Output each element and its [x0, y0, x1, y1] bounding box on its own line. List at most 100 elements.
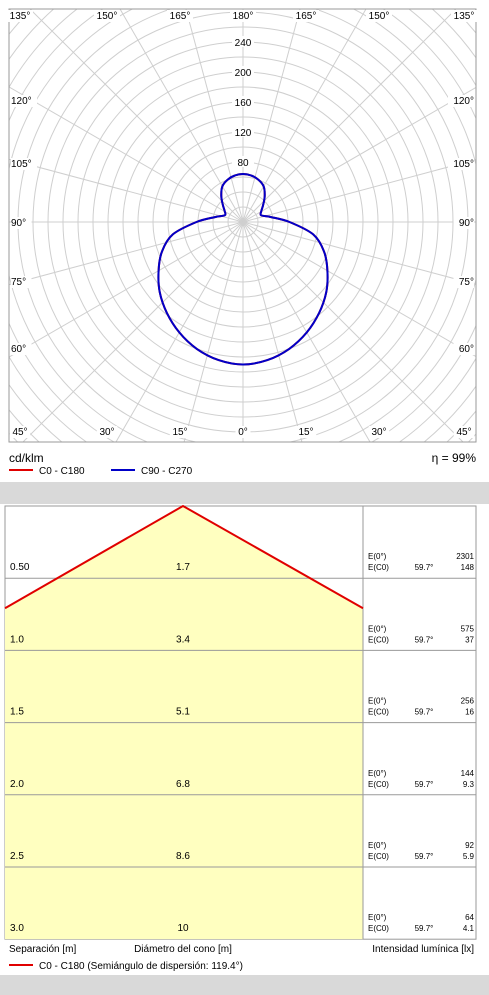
- angle-label-top: 150°: [369, 11, 390, 22]
- diameter-value: 8.6: [176, 851, 190, 862]
- ec0-angle: 59.7°: [415, 563, 434, 572]
- cone-outline: [4, 504, 364, 610]
- grid-spoke: [185, 9, 244, 223]
- efficiency-label: η = 99%: [432, 451, 477, 465]
- angle-label-top: 165°: [296, 11, 317, 22]
- angle-label-bg: [230, 10, 256, 22]
- e0-label: E(0°): [368, 841, 387, 850]
- ec0-value: 9.3: [463, 780, 475, 789]
- ec0-label: E(C0): [368, 708, 389, 717]
- ec0-angle: 59.7°: [415, 924, 434, 933]
- separation-value: 3.0: [10, 923, 24, 934]
- separation-value: 1.5: [10, 707, 24, 718]
- radial-tick-label: 160: [235, 98, 252, 109]
- ec0-value: 5.9: [463, 852, 475, 861]
- angle-label-top: 135°: [10, 11, 31, 22]
- angle-label-bottom: 15°: [172, 427, 187, 438]
- radial-tick-label-bg: [232, 66, 254, 77]
- angle-label-right: 75°: [459, 277, 474, 288]
- angle-label-bg: [368, 426, 390, 438]
- ec0-angle: 59.7°: [415, 708, 434, 717]
- grid-spoke: [9, 158, 244, 223]
- angle-label-top: 135°: [454, 11, 475, 22]
- e0-value: 144: [461, 769, 475, 778]
- separation-value: 1.0: [10, 634, 24, 645]
- angle-label-right: 60°: [459, 344, 474, 355]
- angle-label-right: 105°: [453, 159, 474, 170]
- cone-legend-label: C0 - C180 (Semiángulo de dispersión: 119…: [39, 961, 243, 972]
- angle-label-bg: [11, 158, 37, 170]
- angle-label-bg: [448, 95, 474, 107]
- unit-label: cd/klm: [9, 451, 44, 465]
- ec0-label: E(C0): [368, 852, 389, 861]
- diameter-value: 10: [177, 923, 189, 934]
- angle-label-bg: [96, 426, 118, 438]
- e0-label: E(0°): [368, 552, 387, 561]
- diameter-axis-label: Diámetro del cono [m]: [134, 944, 232, 955]
- e0-value: 92: [465, 841, 474, 850]
- angle-label-bg: [235, 426, 251, 438]
- grid-spoke: [242, 9, 301, 223]
- ec0-label: E(C0): [368, 563, 389, 572]
- polar-frame: [8, 8, 477, 443]
- e0-label: E(0°): [368, 769, 387, 778]
- polar-panel: 80 120 160 200 240 45° 30° 15° 0° 15° 30° 45° 135° 15…: [0, 0, 489, 482]
- angle-label-right: 120°: [453, 96, 474, 107]
- ec0-label: E(C0): [368, 924, 389, 933]
- angle-label-bottom: 30°: [99, 427, 114, 438]
- angle-label-bg: [11, 276, 32, 288]
- radial-tick-label-bg: [232, 96, 254, 107]
- radial-tick-label-bg: [232, 126, 254, 137]
- e0-label: E(0°): [368, 913, 387, 922]
- angle-label-bg: [293, 10, 319, 22]
- ec0-angle: 59.7°: [415, 780, 434, 789]
- ec0-angle: 59.7°: [415, 635, 434, 644]
- polar-chart: 80 120 160 200 240 45° 30° 15° 0° 15° 30° 45° 135° 15…: [7, 8, 477, 477]
- angle-label-bg: [167, 10, 193, 22]
- grid-spoke: [242, 221, 371, 442]
- angle-label-bg: [453, 217, 474, 229]
- angle-label-top: 150°: [97, 11, 118, 22]
- ec0-angle: 59.7°: [415, 852, 434, 861]
- radial-tick-label-bg: [232, 156, 254, 167]
- bottom-separator: [0, 975, 489, 995]
- separation-axis-label: Separación [m]: [9, 944, 76, 955]
- grid-spoke: [242, 9, 457, 223]
- grid-spoke: [9, 221, 244, 286]
- grid-spoke: [242, 86, 476, 223]
- ec0-value: 37: [465, 635, 474, 644]
- grid-spoke: [22, 221, 244, 442]
- angle-label-bg: [453, 343, 474, 355]
- angle-label-bg: [453, 276, 474, 288]
- angle-label-bg: [11, 343, 32, 355]
- grid-spoke: [9, 86, 244, 223]
- curve-c90-c270: [157, 172, 329, 366]
- angle-label-top: 165°: [170, 11, 191, 22]
- cone-panel: 0.50 1.7 E(0°) 2301 E(C0) 59.7° 148 1.0 3.4 E(0°)…: [0, 504, 489, 975]
- grid-spoke: [242, 221, 476, 358]
- cone-rows: 0.50 1.7 E(0°) 2301 E(C0) 59.7° 148 1.0 3.4 E(0°)…: [5, 552, 476, 934]
- legend-label-c0: C0 - C180: [39, 466, 85, 477]
- angle-label-bottom: 45°: [456, 427, 471, 438]
- angle-label-bg: [94, 10, 120, 22]
- diameter-value: 3.4: [176, 634, 190, 645]
- intensity-axis-label: Intensidad lumínica [lx]: [372, 944, 474, 955]
- e0-value: 2301: [456, 552, 474, 561]
- angle-label-left: 75°: [11, 277, 26, 288]
- grid-spoke: [183, 221, 244, 442]
- angle-label-left: 120°: [11, 96, 32, 107]
- radial-tick-label: 80: [237, 158, 249, 169]
- angle-label-bg: [453, 426, 475, 438]
- angle-label-bottom: 45°: [12, 427, 27, 438]
- angle-label-left: 60°: [11, 344, 26, 355]
- angle-label-bg: [169, 426, 191, 438]
- ec0-label: E(C0): [368, 780, 389, 789]
- e0-label: E(0°): [368, 624, 387, 633]
- grid-spoke: [242, 221, 476, 285]
- grid-spoke: [242, 159, 476, 223]
- grid-spoke: [29, 9, 244, 223]
- e0-value: 64: [465, 913, 474, 922]
- diameter-value: 1.7: [176, 562, 190, 573]
- cone-diagram: 0.50 1.7 E(0°) 2301 E(C0) 59.7° 148 1.0 3.4 E(0°)…: [4, 504, 477, 972]
- radial-tick-label: 200: [235, 68, 252, 79]
